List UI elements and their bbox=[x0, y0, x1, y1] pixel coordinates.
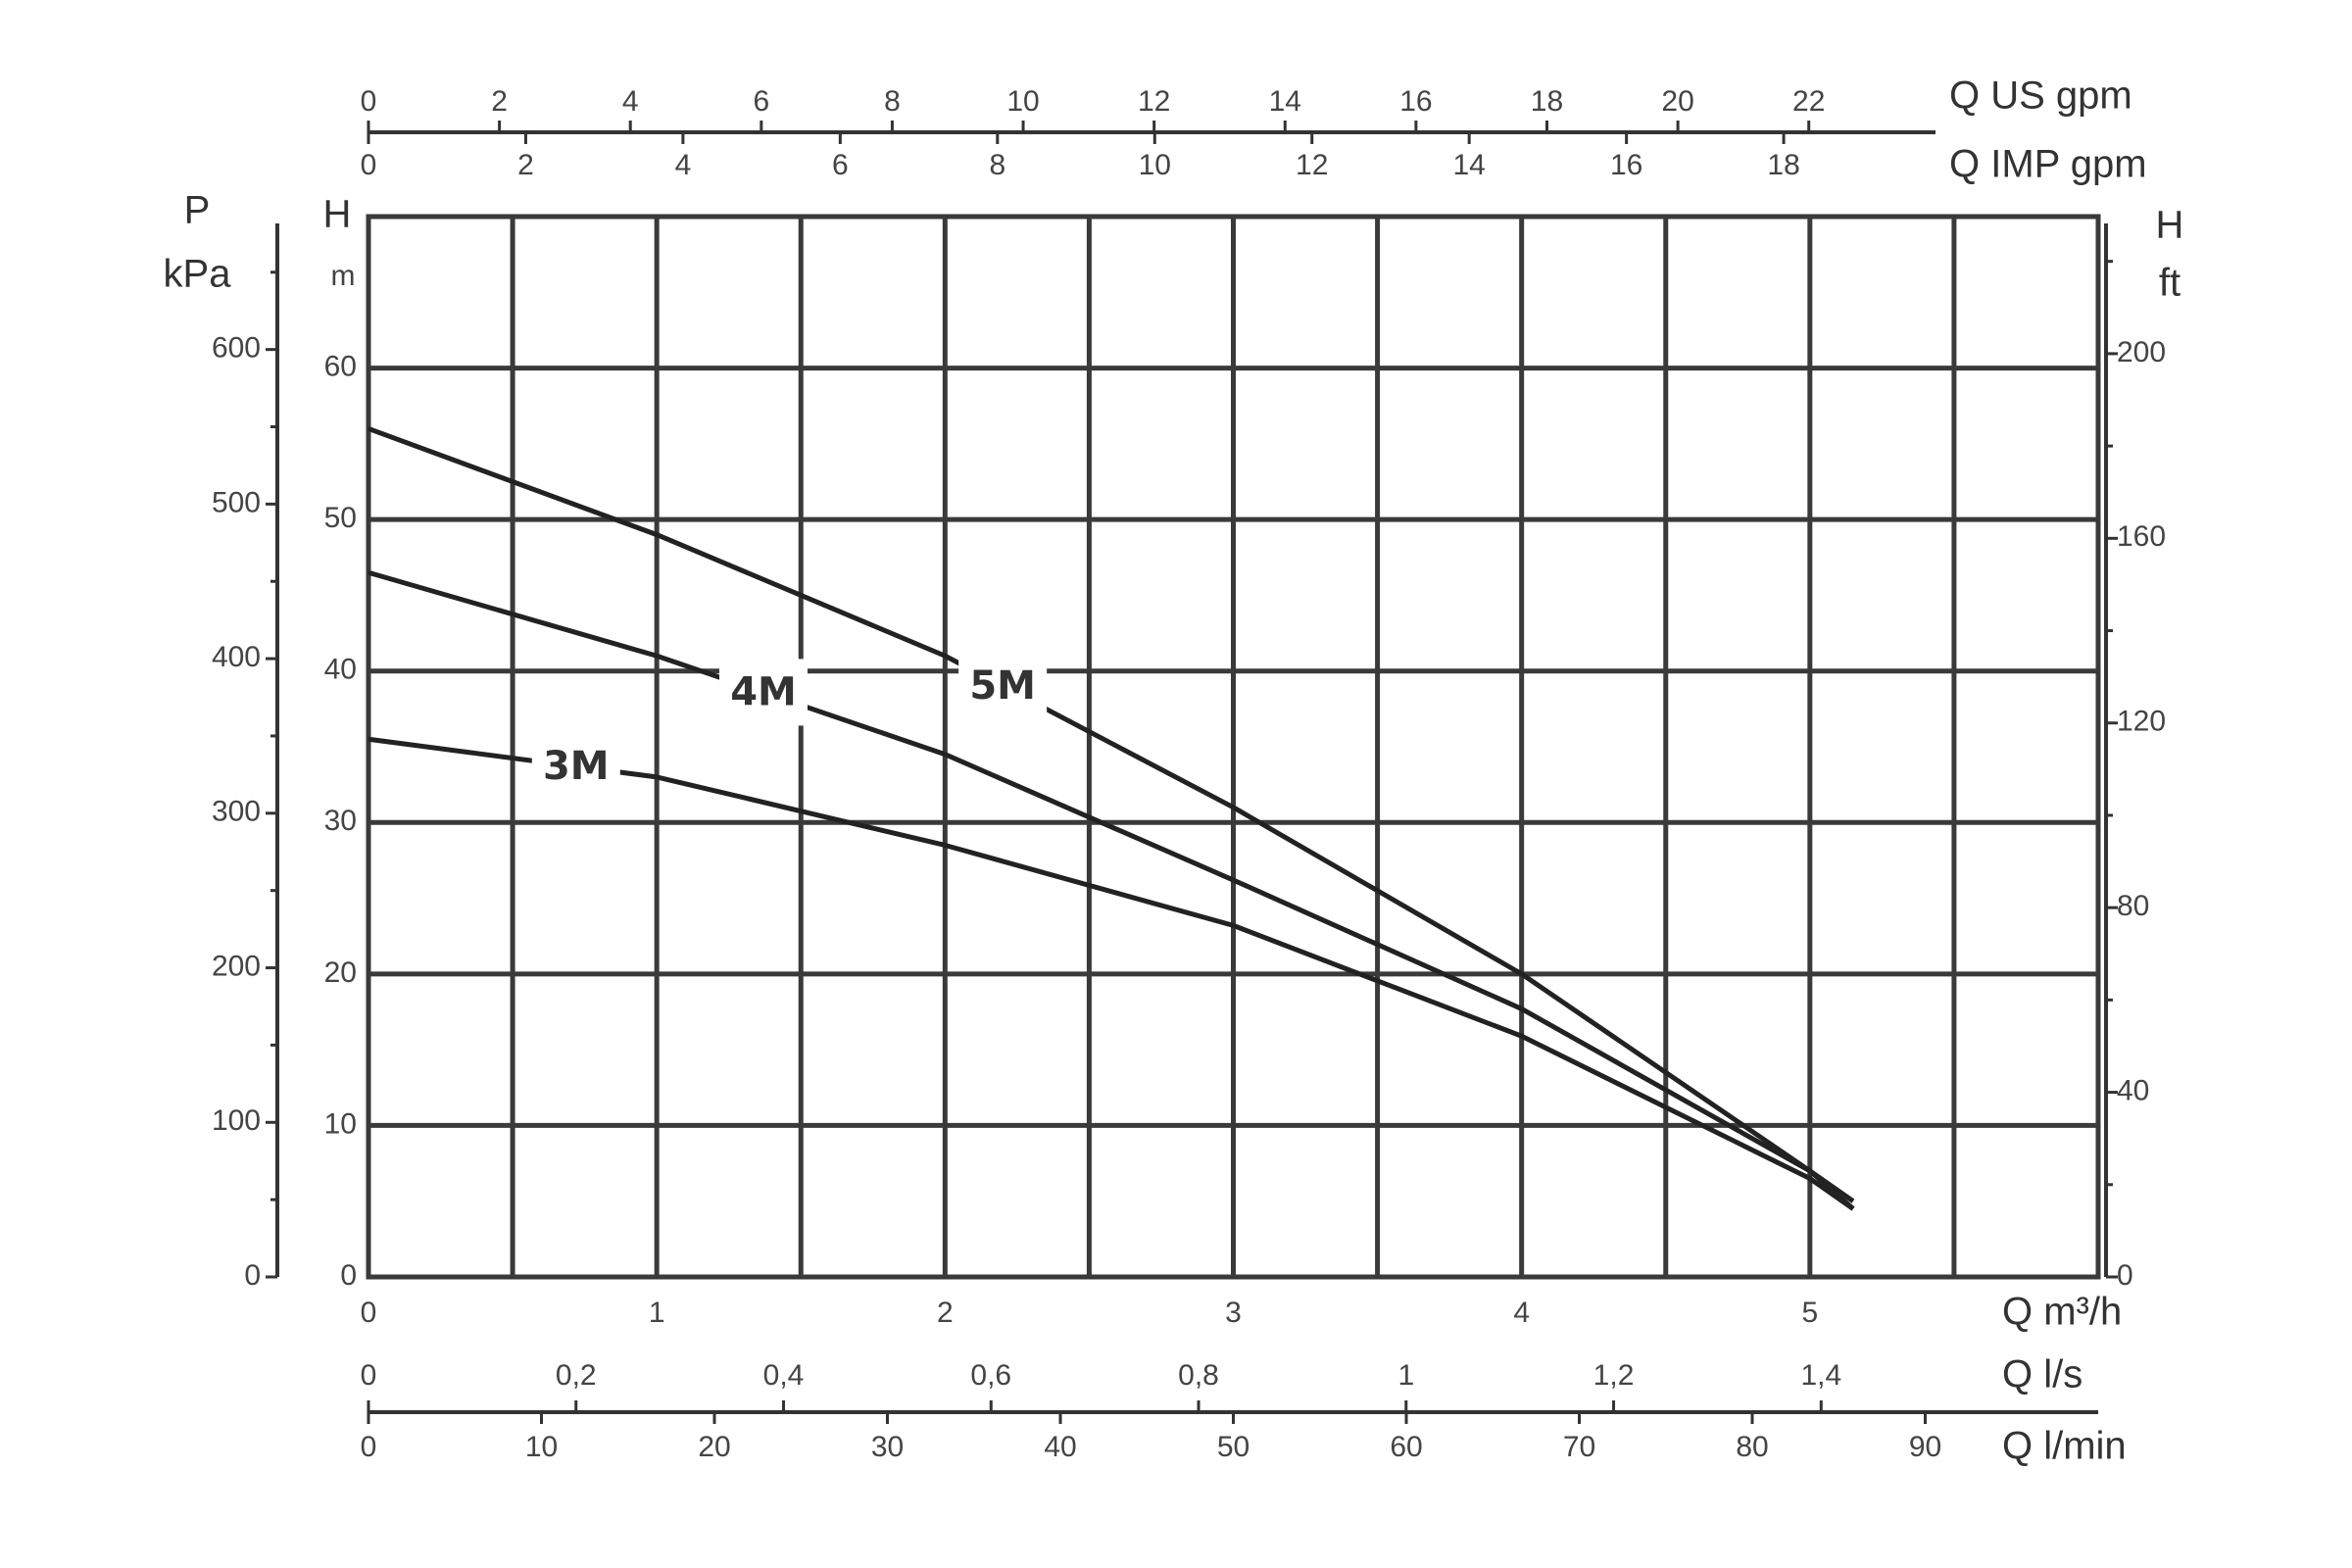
label-background bbox=[958, 653, 1048, 720]
tick-label: 18 bbox=[1531, 85, 1563, 118]
tick-label: 1,2 bbox=[1593, 1359, 1635, 1392]
axis-title: kPa bbox=[164, 253, 232, 296]
tick-label: 0,4 bbox=[763, 1359, 805, 1392]
tick-label: 0,2 bbox=[556, 1359, 597, 1392]
tick-label: 80 bbox=[2117, 890, 2149, 922]
tick-label: 40 bbox=[1044, 1431, 1076, 1463]
tick-label: 12 bbox=[1138, 85, 1170, 118]
tick-label: 0,6 bbox=[970, 1359, 1011, 1392]
tick-label: 16 bbox=[1610, 149, 1642, 181]
y-tick-label: 20 bbox=[324, 956, 357, 989]
tick-label: 10 bbox=[525, 1431, 558, 1463]
tick-label: 1 bbox=[1397, 1359, 1414, 1392]
tick-label: 16 bbox=[1399, 85, 1432, 118]
y-tick-label: 10 bbox=[324, 1107, 357, 1140]
y-tick-label: 40 bbox=[324, 654, 357, 686]
tick-label: 60 bbox=[1390, 1431, 1422, 1463]
tick-label: 20 bbox=[698, 1431, 730, 1463]
tick-label: 500 bbox=[212, 486, 261, 518]
tick-label: 1,4 bbox=[1800, 1359, 1841, 1392]
tick-label: 2 bbox=[491, 85, 508, 118]
tick-label: 10 bbox=[1006, 85, 1039, 118]
tick-label: 200 bbox=[212, 950, 261, 982]
axis-title: Q l/min bbox=[2002, 1425, 2127, 1468]
x-tick-label: 5 bbox=[1801, 1297, 1818, 1329]
y-tick-label: 0 bbox=[340, 1259, 357, 1292]
axis-title: H bbox=[2156, 204, 2184, 247]
tick-label: 6 bbox=[832, 149, 849, 181]
tick-label: 40 bbox=[2117, 1075, 2149, 1107]
tick-label: 0 bbox=[244, 1259, 261, 1292]
tick-label: 0 bbox=[361, 1431, 377, 1463]
x-axis-title: Q m³/h bbox=[2002, 1291, 2122, 1334]
tick-label: 4 bbox=[622, 85, 639, 118]
y-tick-label: 50 bbox=[324, 502, 357, 534]
series-line bbox=[368, 569, 1855, 1203]
x-tick-label: 2 bbox=[937, 1297, 954, 1329]
tick-label: 0 bbox=[361, 149, 377, 181]
tick-label: 14 bbox=[1269, 85, 1301, 118]
tick-label: 90 bbox=[1909, 1431, 1941, 1463]
axis-title: Q IMP gpm bbox=[1949, 143, 2147, 186]
tick-label: 0 bbox=[361, 85, 377, 118]
series-line bbox=[368, 736, 1855, 1211]
tick-label: 200 bbox=[2117, 336, 2166, 368]
tick-label: 300 bbox=[212, 796, 261, 828]
tick-label: 400 bbox=[212, 641, 261, 673]
tick-label: 10 bbox=[1139, 149, 1171, 181]
series-label: 3M bbox=[543, 744, 610, 789]
tick-label: 14 bbox=[1452, 149, 1485, 181]
tick-label: 22 bbox=[1792, 85, 1825, 118]
series-label: 4M bbox=[730, 669, 797, 714]
tick-label: 2 bbox=[517, 149, 534, 181]
y-axis-title: H bbox=[323, 193, 352, 236]
tick-label: 80 bbox=[1736, 1431, 1768, 1463]
tick-label: 70 bbox=[1563, 1431, 1595, 1463]
tick-label: 600 bbox=[212, 332, 261, 365]
label-background bbox=[719, 659, 808, 726]
series-label: 5M bbox=[969, 663, 1036, 709]
x-tick-label: 1 bbox=[649, 1297, 665, 1329]
axis-title: Q l/s bbox=[2002, 1353, 2082, 1396]
label-background bbox=[531, 733, 620, 801]
tick-label: 160 bbox=[2117, 520, 2166, 553]
x-tick-label: 3 bbox=[1225, 1297, 1242, 1329]
x-tick-label: 0 bbox=[361, 1297, 377, 1329]
tick-label: 50 bbox=[1217, 1431, 1250, 1463]
y-axis-title: m bbox=[331, 260, 356, 292]
axis-title: Q US gpm bbox=[1949, 74, 2132, 118]
y-tick-label: 30 bbox=[324, 805, 357, 837]
axis-title: ft bbox=[2159, 262, 2180, 305]
tick-label: 12 bbox=[1296, 149, 1328, 181]
tick-label: 6 bbox=[753, 85, 769, 118]
axis-title: P bbox=[184, 189, 211, 232]
plot-border bbox=[366, 214, 2101, 1280]
x-tick-label: 4 bbox=[1513, 1297, 1530, 1329]
tick-label: 0 bbox=[2117, 1259, 2133, 1292]
y-tick-label: 60 bbox=[324, 350, 357, 382]
tick-label: 20 bbox=[1661, 85, 1693, 118]
tick-label: 30 bbox=[871, 1431, 904, 1463]
tick-label: 100 bbox=[212, 1104, 261, 1137]
tick-label: 120 bbox=[2117, 706, 2166, 738]
tick-label: 8 bbox=[989, 149, 1005, 181]
tick-label: 18 bbox=[1767, 149, 1799, 181]
tick-label: 0,8 bbox=[1178, 1359, 1219, 1392]
tick-label: 4 bbox=[675, 149, 692, 181]
tick-label: 8 bbox=[884, 85, 901, 118]
tick-label: 0 bbox=[361, 1359, 377, 1392]
